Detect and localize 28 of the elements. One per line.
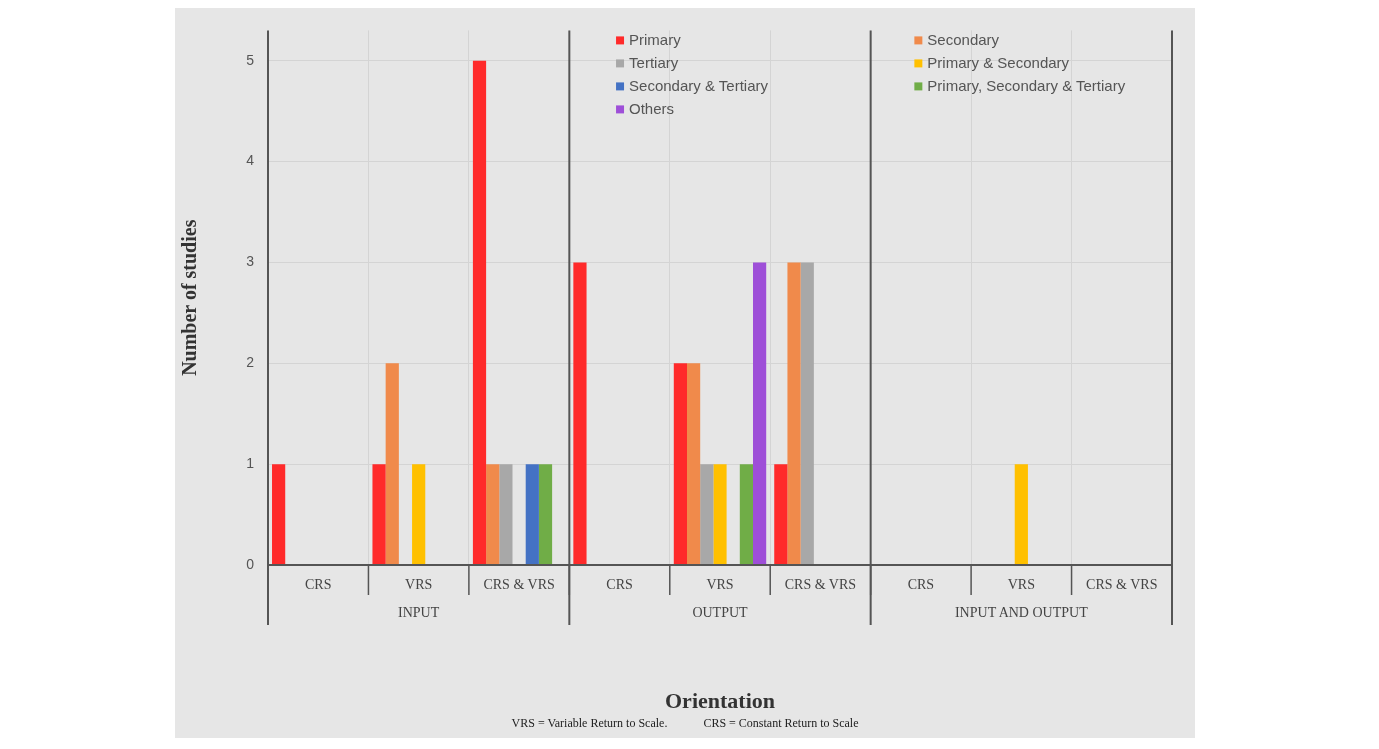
legend-label: Others bbox=[629, 99, 675, 117]
x-tick-label: CRS & VRS bbox=[1086, 577, 1158, 593]
text: OUTPUT bbox=[692, 604, 749, 620]
x-tick-label: VRS bbox=[405, 577, 433, 593]
legend-label: Primary, Secondary & Tertiary bbox=[927, 76, 1126, 94]
legend-label: Primary & Secondary bbox=[927, 53, 1070, 71]
legend-label: Primary bbox=[629, 30, 682, 48]
x-axis-title: Orientation bbox=[665, 688, 775, 714]
y-tick-label: 3 bbox=[246, 253, 255, 270]
legend-label: Secondary bbox=[927, 30, 1000, 48]
y-tick-label: 4 bbox=[246, 152, 255, 169]
x-tick-label: CRS & VRS bbox=[784, 577, 857, 593]
legend-label: Tertiary bbox=[629, 53, 679, 71]
y-tick-label: 2 bbox=[246, 354, 255, 371]
text: VRS = Variable Return to Scale. CRS = Constant Return to Scale bbox=[511, 716, 859, 731]
x-tick-label: CRS bbox=[907, 577, 935, 593]
x-tick-label: CRS & VRS bbox=[483, 577, 555, 593]
y-tick-label: 5 bbox=[246, 51, 255, 68]
y-axis-title: Number of studies bbox=[178, 219, 201, 376]
legend-label: Secondary & Tertiary bbox=[629, 76, 769, 94]
text: INPUT AND OUTPUT bbox=[954, 604, 1089, 620]
y-tick-label: 1 bbox=[246, 454, 255, 471]
text: INPUT bbox=[398, 604, 440, 620]
x-tick-label: CRS bbox=[606, 577, 633, 593]
x-tick-label: VRS bbox=[1007, 577, 1035, 593]
x-tick-label: VRS bbox=[706, 577, 734, 593]
y-tick-label: 0 bbox=[246, 555, 255, 572]
x-tick-label: CRS bbox=[304, 577, 332, 593]
